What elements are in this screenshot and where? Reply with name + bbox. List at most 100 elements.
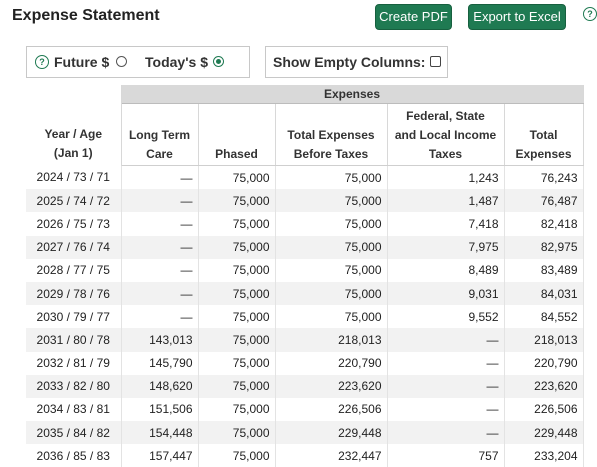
table-cell: —	[387, 374, 505, 398]
table-cell: 2036 / 85 / 83	[26, 444, 122, 467]
table-cell: 75,000	[198, 165, 276, 190]
table-cell: 2029 / 78 / 76	[26, 281, 122, 306]
future-dollars-radio[interactable]	[116, 56, 127, 67]
table-cell: 1,243	[387, 165, 505, 190]
table-cell: 226,506	[275, 397, 388, 422]
table-cell: 75,000	[275, 258, 388, 282]
table-cell: 2030 / 79 / 77	[26, 305, 122, 329]
column-header-line: Year / Age	[44, 126, 103, 141]
table-row: 2027 / 76 / 74—75,000 75,000 7,975 82,975	[26, 235, 584, 259]
help-icon[interactable]: ?	[35, 55, 49, 69]
table-cell: 233,204	[504, 444, 584, 467]
table-cell: 75,000	[198, 374, 276, 398]
table-row: 2024 / 73 / 71—75,000 75,000 1,243 76,243	[26, 165, 584, 190]
column-header-year-age: Year / Age (Jan 1)	[26, 85, 122, 166]
table-cell: 84,031	[504, 281, 584, 306]
table-cell: 7,975	[387, 235, 505, 259]
table-cell: —	[121, 258, 199, 282]
table-cell: 1,487	[387, 189, 505, 213]
table-row: 2026 / 75 / 73—75,000 75,000 7,418 82,418	[26, 212, 584, 236]
table-cell: 151,506	[121, 397, 199, 422]
table-row: 2030 / 79 / 77—75,000 75,000 9,552 84,552	[26, 305, 584, 329]
table-cell: 83,489	[504, 258, 584, 282]
column-header-line: and Local Income	[394, 128, 497, 142]
table-row: 2025 / 74 / 72—75,000 75,000 1,487 76,487	[26, 189, 584, 213]
table-cell: 148,620	[121, 374, 199, 398]
dollar-toggle-group: ? Future $ Today's $	[26, 46, 250, 78]
table-cell: 75,000	[198, 421, 276, 445]
table-cell: 75,000	[198, 189, 276, 213]
table-cell: 75,000	[275, 165, 388, 190]
future-dollars-label[interactable]: Future $	[54, 54, 110, 70]
table-cell: —	[121, 212, 199, 236]
table-row: 2028 / 77 / 75—75,000 75,000 8,489 83,489	[26, 258, 584, 282]
create-pdf-button[interactable]: Create PDF	[375, 4, 452, 30]
table-cell: 2026 / 75 / 73	[26, 212, 122, 236]
table-cell: 157,447	[121, 444, 199, 467]
table-row: 2032 / 81 / 79 145,790 75,000 220,790—220,7…	[26, 351, 584, 375]
table-row: 2035 / 84 / 82 154,448 75,000 229,448—229,4…	[26, 421, 584, 445]
table-cell: —	[121, 165, 199, 190]
todays-dollars-radio[interactable]	[213, 56, 224, 67]
table-cell: 226,506	[504, 397, 584, 422]
column-header-total-expenses: Total Expenses	[504, 103, 584, 166]
table-cell: 75,000	[198, 258, 276, 282]
show-empty-columns-group: Show Empty Columns:	[265, 46, 448, 78]
table-cell: 2033 / 82 / 80	[26, 374, 122, 398]
table-cell: 75,000	[275, 212, 388, 236]
column-header-line: Taxes	[428, 147, 463, 161]
table-cell: 220,790	[275, 351, 388, 375]
table-cell: 75,000	[198, 235, 276, 259]
table-cell: 218,013	[504, 328, 584, 352]
table-cell: 2031 / 80 / 78	[26, 328, 122, 352]
table-cell: 9,031	[387, 281, 505, 306]
column-header-line: Federal, State	[406, 109, 485, 123]
column-header-long-term-care: Long Term Care	[121, 103, 199, 166]
table-cell: 2025 / 74 / 72	[26, 189, 122, 213]
table-cell: 75,000	[275, 281, 388, 306]
table-cell: 75,000	[198, 351, 276, 375]
show-empty-columns-checkbox[interactable]	[430, 56, 441, 67]
table-cell: 229,448	[504, 421, 584, 445]
table-cell: —	[387, 421, 505, 445]
table-cell: —	[387, 397, 505, 422]
table-cell: 76,243	[504, 165, 584, 190]
table-cell: 220,790	[504, 351, 584, 375]
table-cell: 757	[387, 444, 505, 467]
table-cell: 76,487	[504, 189, 584, 213]
table-row: 2029 / 78 / 76—75,000 75,000 9,031 84,031	[26, 281, 584, 306]
table-cell: 82,418	[504, 212, 584, 236]
table-cell: 84,552	[504, 305, 584, 329]
export-excel-button[interactable]: Export to Excel	[468, 4, 566, 30]
table-row: 2036 / 85 / 83 157,447 75,000 232,447 757 233…	[26, 444, 584, 467]
column-header-line: Long Term	[128, 128, 191, 142]
table-cell: 2024 / 73 / 71	[26, 165, 122, 190]
column-header-income-taxes: Federal, State and Local Income Taxes	[387, 103, 505, 166]
table-cell: 75,000	[275, 189, 388, 213]
help-icon[interactable]: ?	[583, 7, 597, 21]
table-cell: 9,552	[387, 305, 505, 329]
table-cell: 2027 / 76 / 74	[26, 235, 122, 259]
column-header-total-before-taxes: Total Expenses Before Taxes	[275, 103, 388, 166]
table-cell: 82,975	[504, 235, 584, 259]
table-cell: 7,418	[387, 212, 505, 236]
page-title: Expense Statement	[12, 7, 160, 24]
table-cell: 75,000	[198, 328, 276, 352]
table-row: 2031 / 80 / 78 143,013 75,000 218,013—218,0…	[26, 328, 584, 352]
table-cell: 8,489	[387, 258, 505, 282]
table-cell: 223,620	[275, 374, 388, 398]
show-empty-columns-label: Show Empty Columns:	[273, 54, 426, 70]
column-header-line: Total Expenses	[287, 128, 375, 142]
table-cell: 223,620	[504, 374, 584, 398]
todays-dollars-label[interactable]: Today's $	[145, 54, 208, 70]
table-cell: 75,000	[198, 281, 276, 306]
table-cell: 75,000	[275, 235, 388, 259]
table-cell: 218,013	[275, 328, 388, 352]
table-cell: 2028 / 77 / 75	[26, 258, 122, 282]
column-header-phased: Phased	[198, 103, 276, 166]
table-cell: —	[121, 189, 199, 213]
table-row: 2033 / 82 / 80 148,620 75,000 223,620—223,6…	[26, 374, 584, 398]
table-cell: 75,000	[198, 444, 276, 467]
expenses-group-header: Expenses	[121, 85, 584, 104]
table-cell: 154,448	[121, 421, 199, 445]
